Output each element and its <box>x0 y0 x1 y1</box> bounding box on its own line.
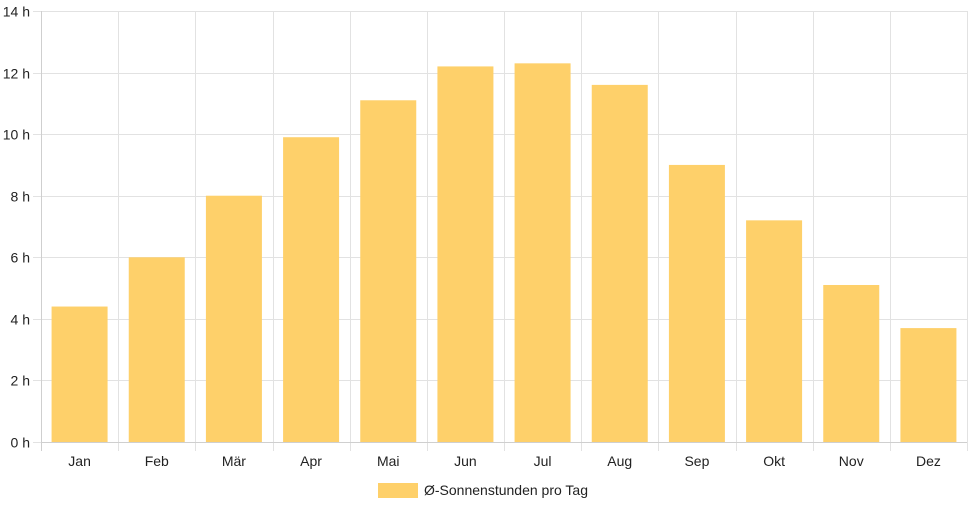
bars <box>51 63 957 443</box>
legend-label[interactable]: Ø-Sonnenstunden pro Tag <box>424 482 588 498</box>
legend-swatch[interactable] <box>378 483 418 498</box>
x-tick-label: Jun <box>454 453 477 469</box>
bar-feb[interactable] <box>128 257 185 442</box>
y-tick-label: 14 h <box>3 4 30 20</box>
y-tick-label: 10 h <box>3 127 30 143</box>
bar-jul[interactable] <box>514 63 571 442</box>
x-tick-label: Jan <box>68 453 91 469</box>
y-tick-label: 0 h <box>11 435 30 451</box>
x-tick-label: Jul <box>534 453 552 469</box>
bar-mär[interactable] <box>205 195 262 442</box>
x-tick-label: Mai <box>377 453 400 469</box>
bar-sep[interactable] <box>668 164 725 442</box>
x-tick-label: Feb <box>145 453 169 469</box>
y-tick-label: 4 h <box>11 312 30 328</box>
bar-mai[interactable] <box>360 100 417 443</box>
x-axis: Jan Feb Mär Apr Mai Jun Jul Aug Sep Okt Nov Dez <box>41 442 967 469</box>
grid-lines <box>33 11 968 451</box>
legend[interactable]: Ø-Sonnenstunden pro Tag <box>378 482 588 498</box>
bar-okt[interactable] <box>746 220 803 442</box>
x-tick-label: Apr <box>300 453 322 469</box>
y-tick-label: 2 h <box>11 373 30 389</box>
bar-jan[interactable] <box>51 306 108 442</box>
x-tick-label: Mär <box>222 453 246 469</box>
y-tick-label: 6 h <box>11 250 30 266</box>
bar-apr[interactable] <box>283 137 340 442</box>
x-tick-label: Dez <box>916 453 941 469</box>
x-tick-label: Aug <box>607 453 632 469</box>
bar-jun[interactable] <box>437 66 494 443</box>
x-tick-label: Nov <box>839 453 864 469</box>
x-tick-label: Okt <box>763 453 785 469</box>
x-tick-label: Sep <box>684 453 709 469</box>
y-tick-label: 8 h <box>11 189 30 205</box>
y-tick-label: 12 h <box>3 66 30 82</box>
y-axis: 0 h 2 h 4 h 6 h 8 h 10 h 12 h 14 h <box>3 4 42 451</box>
bar-nov[interactable] <box>823 284 880 442</box>
bar-aug[interactable] <box>591 84 648 442</box>
bar-dez[interactable] <box>900 328 957 442</box>
